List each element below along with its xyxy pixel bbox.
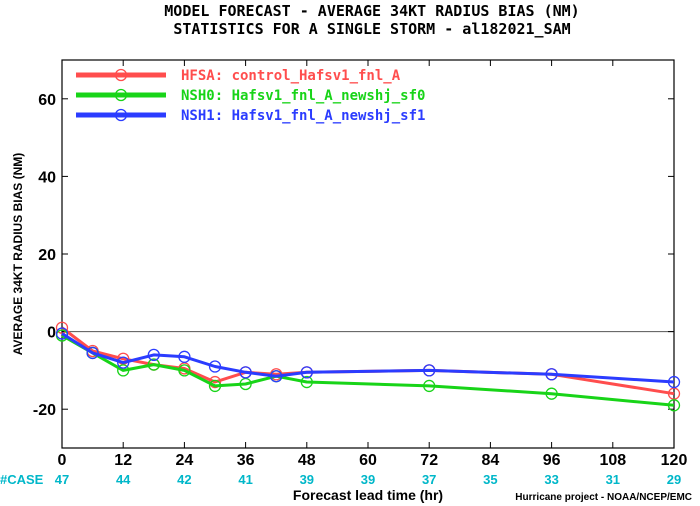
case-count: 37	[422, 472, 436, 487]
case-count: 31	[606, 472, 620, 487]
case-count: 39	[361, 472, 375, 487]
x-tick-label: 120	[661, 452, 688, 469]
legend-item: NSH0: Hafsv1_fnl_A_newshj_sf0	[76, 88, 425, 104]
y-tick-label: 0	[47, 325, 56, 342]
legend-label: NSH0: Hafsv1_fnl_A_newshj_sf0	[181, 88, 425, 104]
x-tick-label: 36	[237, 452, 255, 469]
x-tick-label: 48	[298, 452, 316, 469]
legend-label: HFSA: control_Hafsv1_fnl_A	[181, 68, 401, 84]
case-count: 35	[483, 472, 497, 487]
x-axis-label: Forecast lead time (hr)	[293, 487, 443, 503]
data-point	[300, 375, 313, 389]
data-point	[117, 356, 130, 369]
case-label: #CASE	[0, 472, 44, 487]
legend-item: NSH1: Hafsv1_fnl_A_newshj_sf1	[76, 108, 425, 124]
x-tick-label: 60	[359, 452, 377, 469]
data-point	[423, 379, 436, 393]
series-2	[55, 327, 681, 389]
case-count: 44	[116, 472, 131, 487]
case-count: 42	[177, 472, 191, 487]
data-point	[667, 399, 681, 412]
y-tick-label: 60	[38, 92, 56, 109]
data-point	[270, 370, 283, 383]
x-tick-label: 72	[420, 452, 438, 469]
chart-title: MODEL FORECAST - AVERAGE 34KT RADIUS BIA…	[164, 2, 579, 20]
data-point	[239, 366, 252, 379]
data-point	[117, 364, 130, 377]
data-point	[545, 368, 558, 381]
data-point	[545, 387, 558, 400]
x-tick-label: 108	[599, 452, 626, 469]
data-point	[423, 364, 436, 377]
case-count: 39	[300, 472, 314, 487]
data-point	[147, 348, 160, 362]
x-tick-label: 96	[543, 452, 561, 469]
data-point	[147, 358, 160, 371]
y-axis-label: AVERAGE 34KT RADIUS BIAS (NM)	[11, 153, 25, 355]
data-point	[300, 366, 313, 379]
data-point	[667, 375, 681, 389]
legend-item: HFSA: control_Hafsv1_fnl_A	[76, 68, 401, 84]
case-count: 41	[238, 472, 252, 487]
data-point	[55, 327, 69, 340]
case-count: 47	[55, 472, 69, 487]
legend-label: NSH1: Hafsv1_fnl_A_newshj_sf1	[181, 108, 425, 124]
chart-subtitle: STATISTICS FOR A SINGLE STORM - al182021…	[173, 20, 570, 38]
data-point	[55, 321, 69, 334]
x-tick-label: 24	[176, 452, 194, 469]
x-tick-label: 0	[58, 452, 67, 469]
y-tick-label: -20	[33, 402, 56, 419]
case-count: 29	[667, 472, 681, 487]
x-tick-label: 84	[482, 452, 500, 469]
legend-marker	[114, 88, 128, 102]
data-point	[178, 350, 191, 363]
data-point	[208, 360, 222, 373]
x-tick-label: 12	[114, 452, 132, 469]
y-tick-label: 20	[38, 247, 56, 264]
data-point	[86, 346, 99, 360]
data-point	[178, 364, 191, 377]
data-point	[208, 379, 222, 393]
case-count: 33	[544, 472, 558, 487]
legend-marker	[114, 108, 128, 122]
series-line	[61, 332, 675, 384]
credit-text: Hurricane project - NOAA/NCEP/EMC	[515, 492, 692, 503]
y-tick-label: 40	[38, 169, 56, 186]
legend-marker	[114, 68, 128, 82]
